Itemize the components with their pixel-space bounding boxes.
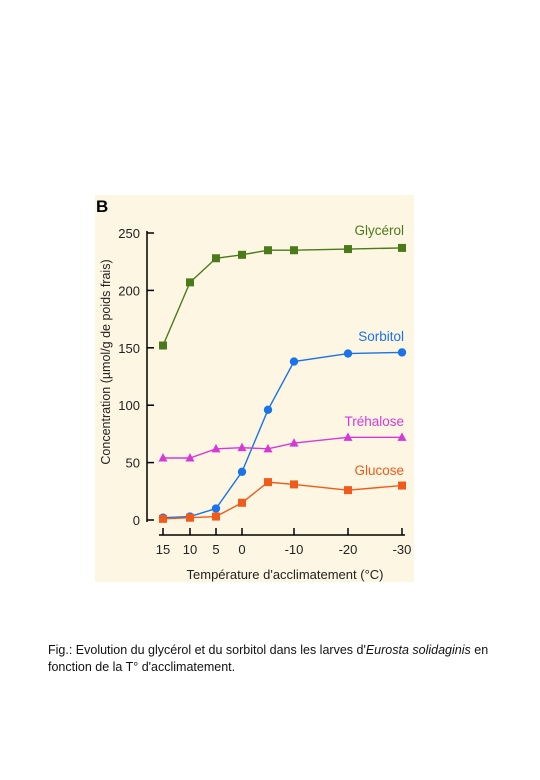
trehalose-point-2: [211, 443, 221, 453]
trehalose-point-1: [185, 453, 195, 462]
glycerol-point-0: [159, 341, 167, 350]
figure-caption: Fig.: Evolution du glycérol et du sorbit…: [48, 642, 508, 676]
glucose-point-4: [264, 478, 272, 487]
glucose-point-2: [212, 512, 220, 521]
trehalose-point-5: [289, 438, 299, 447]
sorbitol-series-label: Sorbitol: [358, 329, 404, 344]
y-tick-label-0: 0: [133, 513, 140, 528]
glucose-point-0: [159, 514, 167, 523]
y-tick-label-200: 200: [118, 283, 140, 298]
x-tick-label-2: 5: [212, 542, 219, 557]
panel-letter: B: [96, 197, 108, 216]
trehalose-point-0: [158, 453, 168, 462]
x-tick-label-1: 10: [183, 542, 197, 557]
glycerol-point-3: [238, 250, 246, 259]
glycerol-point-5: [290, 246, 298, 255]
trehalose-line: [163, 436, 402, 459]
y-axis-label: Concentration (µmol/g de poids frais): [99, 259, 113, 464]
caption-prefix: Fig.: Evolution du glycérol et du sorbit…: [48, 643, 366, 657]
sorbitol-point-6: [343, 349, 353, 358]
glucose-point-3: [238, 498, 246, 507]
x-tick-label-4: -10: [285, 542, 304, 557]
y-tick-label-100: 100: [118, 398, 140, 413]
glucose-point-6: [344, 486, 352, 495]
glycerol-point-1: [186, 278, 194, 287]
x-tick-label-0: 15: [156, 542, 170, 557]
x-axis-label: Température d'acclimatement (°C): [187, 567, 384, 582]
chart-panel: B 0 50 100 150 200 250 15 10 5 0 -10 -20 -30 Températu…: [95, 195, 414, 582]
glycerol-point-2: [212, 254, 220, 263]
glucose-series-label: Glucose: [354, 463, 404, 478]
caption-suffix: en fonction de la T° d'acclimatement.: [48, 643, 489, 674]
sorbitol-point-7: [397, 348, 407, 357]
caption-species: Eurosta solidaginis: [365, 643, 471, 657]
sorbitol-point-4: [263, 405, 273, 414]
trehalose-point-6: [343, 432, 353, 441]
x-tick-label-5: -20: [339, 542, 358, 557]
trehalose-series-label: Tréhalose: [344, 414, 404, 429]
glycerol-point-6: [344, 245, 352, 254]
trehalose-point-7: [397, 432, 407, 441]
trehalose-point-3: [237, 442, 247, 452]
sorbitol-line: [162, 351, 403, 519]
glycerol-point-7: [398, 243, 406, 252]
sorbitol-point-2: [211, 504, 221, 513]
glucose-point-5: [290, 480, 298, 489]
glucose-line: [162, 481, 403, 520]
glucose-point-1: [186, 513, 194, 522]
y-tick-label-250: 250: [118, 226, 140, 241]
glucose-point-7: [398, 481, 406, 490]
sorbitol-point-5: [289, 357, 299, 366]
y-tick-label-50: 50: [126, 456, 140, 471]
glycerol-point-4: [264, 246, 272, 255]
sorbitol-point-3: [237, 467, 247, 476]
y-tick-label-150: 150: [118, 341, 140, 356]
trehalose-point-4: [263, 443, 273, 453]
glycerol-line: [162, 247, 403, 346]
x-tick-label-3: 0: [238, 542, 245, 557]
glycerol-series-label: Glycérol: [354, 223, 404, 238]
x-tick-label-6: -30: [393, 542, 412, 557]
